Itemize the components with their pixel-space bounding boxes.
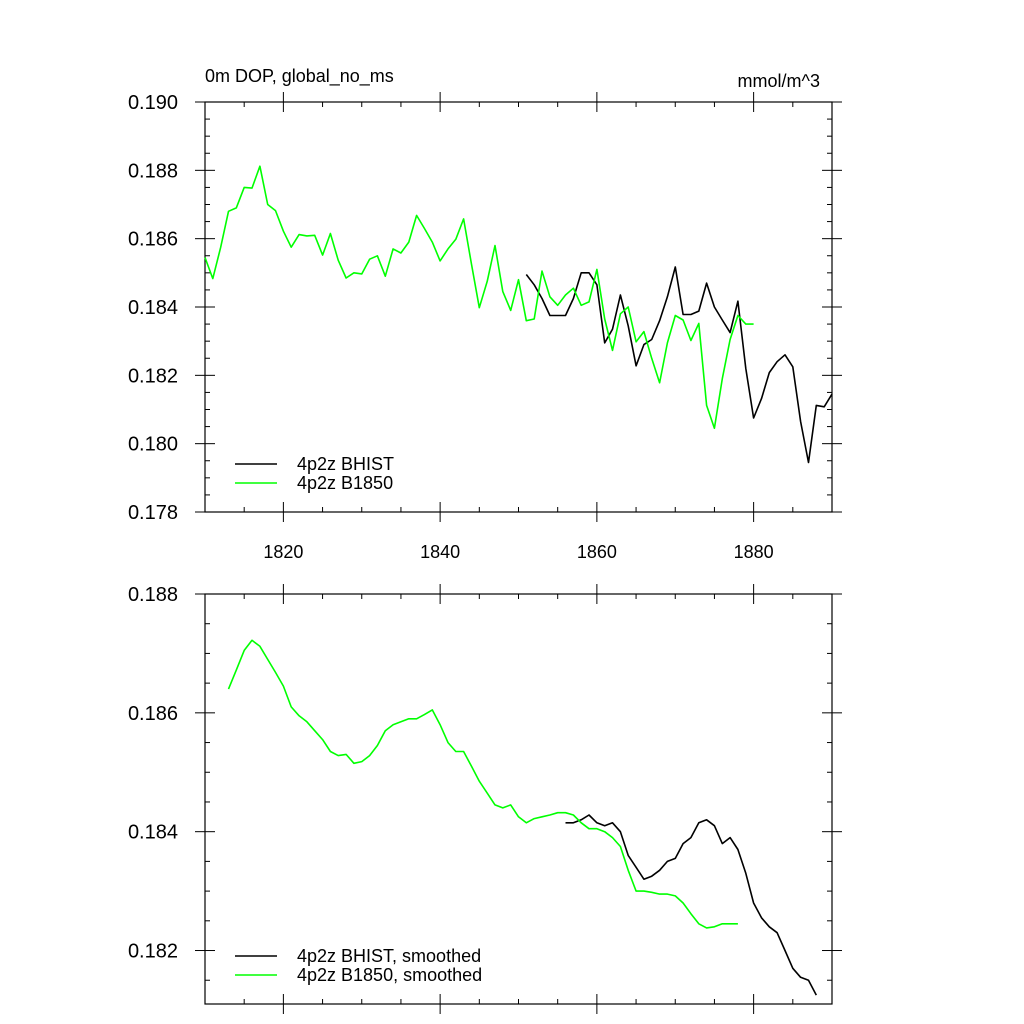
legend-label: 4p2z B1850 [297, 473, 393, 493]
y-tick-label: 0.184 [128, 822, 178, 844]
plot-frame [204, 593, 833, 1005]
legend-label: 4p2z BHIST, smoothed [297, 946, 481, 966]
y-tick-label: 0.182 [128, 365, 178, 387]
y-tick-label: 0.186 [128, 703, 178, 725]
units-label: mmol/m^3 [738, 71, 820, 91]
x-tick-label: 1860 [577, 542, 617, 562]
x-tick-label: 1880 [734, 542, 774, 562]
chart-title: 0m DOP, global_no_ms [205, 66, 394, 87]
series-line-4p2z-bhist [525, 266, 833, 464]
series-line-4p2z-bhist-smoothed [565, 814, 818, 996]
y-tick-label: 0.178 [128, 502, 178, 524]
y-tick-label: 0.186 [128, 229, 178, 251]
series-line-4p2z-b1850 [204, 165, 754, 430]
x-tick-label: 1820 [263, 542, 303, 562]
chart-panel-2: 0.182 0.184 0.186 0.188 4p2z BHIST, smoothed… [128, 584, 842, 1014]
y-tick-label: 0.180 [128, 434, 178, 456]
y-tick-label: 0.182 [128, 941, 178, 963]
y-tick-label: 0.184 [128, 297, 178, 319]
y-tick-label: 0.188 [128, 160, 178, 182]
chart-panel-1: 1820 1840 1860 1880 0.178 0.180 0.182 0.184 0.18… [128, 66, 842, 562]
legend-label: 4p2z BHIST [297, 454, 394, 474]
series-line-4p2z-b1850-smoothed [227, 639, 738, 929]
legend-label: 4p2z B1850, smoothed [297, 965, 482, 985]
x-tick-label: 1840 [420, 542, 460, 562]
y-tick-label: 0.190 [128, 92, 178, 114]
y-tick-label: 0.188 [128, 584, 178, 606]
